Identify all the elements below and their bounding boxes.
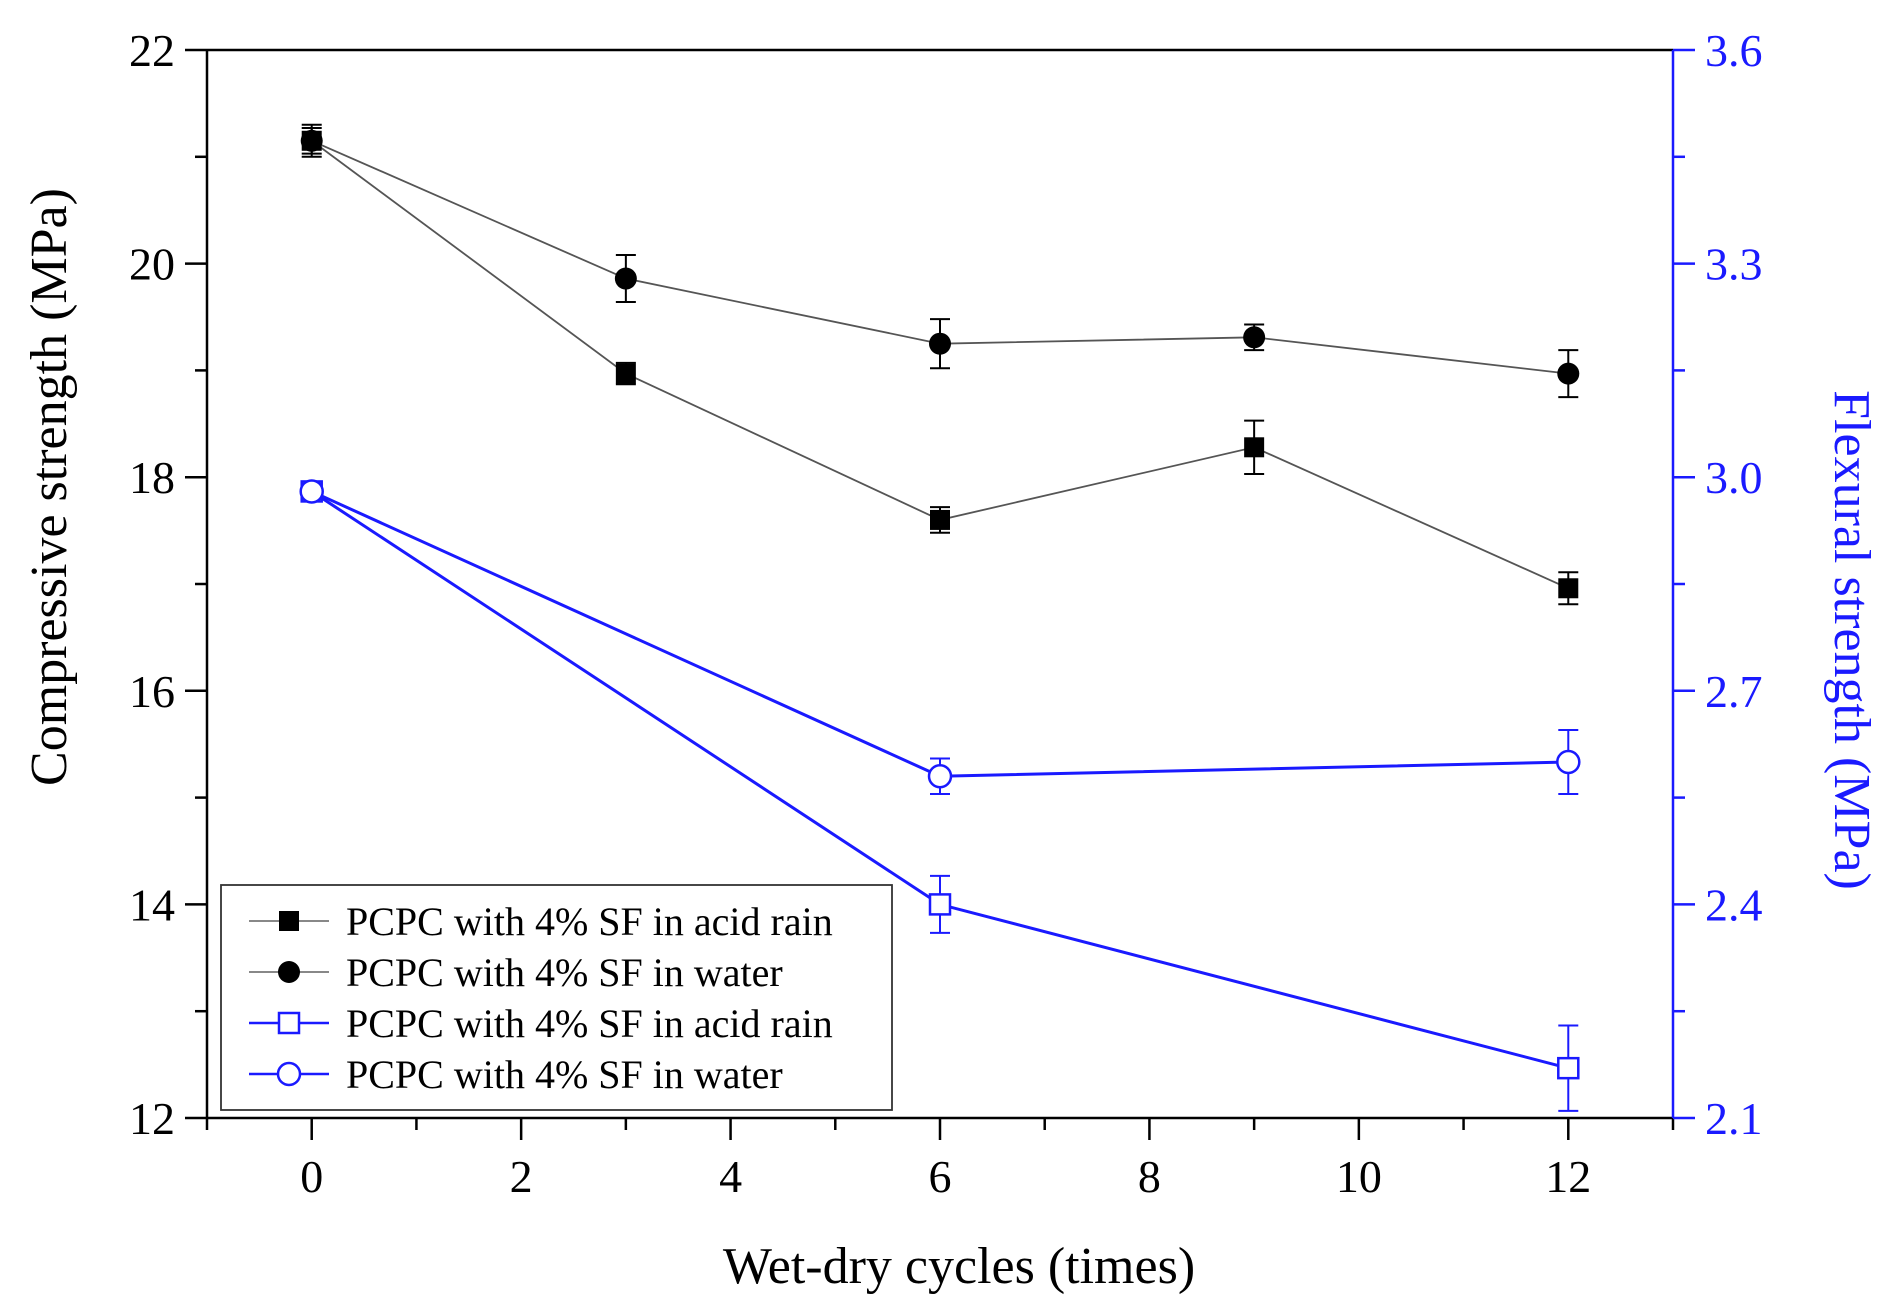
data-point-circle [929, 332, 951, 355]
data-point-square [615, 363, 636, 384]
data-point-open-square [277, 1011, 301, 1035]
data-point-open-circle [927, 763, 953, 789]
series-4 [299, 479, 1581, 796]
data-point-square [930, 509, 950, 530]
legend: PCPC with 4% SF in acid rain PCPC with 4%… [220, 884, 893, 1111]
y-tick-label: 12 [129, 1093, 175, 1144]
series-2 [300, 126, 1580, 399]
x-tick-label: 6 [929, 1151, 952, 1202]
legend-label: PCPC with 4% SF in acid rain [346, 1001, 833, 1046]
data-point-circle [1557, 362, 1580, 385]
data-point-open-circle [1556, 749, 1581, 775]
y2-tick-label: 2.4 [1705, 879, 1763, 930]
legend-box [220, 884, 893, 1111]
axis-titles: Wet-dry cycles (times) Compressive stren… [21, 188, 1880, 1295]
data-point-open-circle [276, 1061, 302, 1087]
data-point-circle [614, 267, 637, 290]
y-tick-label: 18 [129, 452, 175, 503]
legend-label: PCPC with 4% SF in acid rain [346, 899, 833, 944]
y2-tick-label: 3.6 [1705, 25, 1763, 76]
legend-label: PCPC with 4% SF in water [346, 1052, 783, 1097]
data-point-open-square [1557, 1056, 1580, 1080]
x-tick-label: 12 [1545, 1151, 1591, 1202]
data-point-open-circle [299, 479, 324, 504]
legend-item: PCPC with 4% SF in water [249, 1052, 783, 1097]
series-layer [299, 123, 1581, 1112]
y2-tick-label: 3.3 [1705, 239, 1763, 290]
axes-layer: 0 2 4 6 8 10 12 12 14 16 18 20 22 2.1 2.4 2.7 3.0 3.3 3.6 [129, 25, 1763, 1202]
legend-item: PCPC with 4% SF in acid rain [249, 1001, 833, 1046]
data-point-circle [1243, 326, 1266, 349]
data-point-square [1244, 437, 1265, 458]
y2-tick-label: 2.7 [1705, 666, 1763, 717]
x-axis-title: Wet-dry cycles (times) [723, 1238, 1195, 1295]
data-point-circle [300, 129, 323, 152]
legend-item: PCPC with 4% SF in water [249, 950, 783, 995]
y-tick-label: 22 [129, 25, 175, 76]
y-axis-title: Compressive strength (MPa) [21, 188, 78, 786]
data-point-square [1558, 578, 1579, 599]
y2-axis-title: Flexural strength (MPa) [1823, 390, 1880, 890]
x-tick-label: 2 [510, 1151, 533, 1202]
y-tick-label: 20 [129, 239, 175, 290]
x-tick-label: 4 [719, 1151, 742, 1202]
x-tick-label: 10 [1336, 1151, 1382, 1202]
y2-tick-label: 2.1 [1705, 1093, 1763, 1144]
data-point-square [279, 911, 299, 931]
y-tick-label: 14 [129, 879, 175, 930]
y-tick-label: 16 [129, 666, 175, 717]
legend-item: PCPC with 4% SF in acid rain [249, 899, 833, 944]
legend-label: PCPC with 4% SF in water [346, 950, 783, 995]
x-tick-label: 0 [300, 1151, 323, 1202]
data-point-open-square [928, 893, 952, 916]
data-point-circle [278, 961, 300, 983]
series-line [311, 490, 1569, 778]
y2-tick-label: 3.0 [1705, 452, 1763, 503]
x-tick-label: 8 [1138, 1151, 1161, 1202]
